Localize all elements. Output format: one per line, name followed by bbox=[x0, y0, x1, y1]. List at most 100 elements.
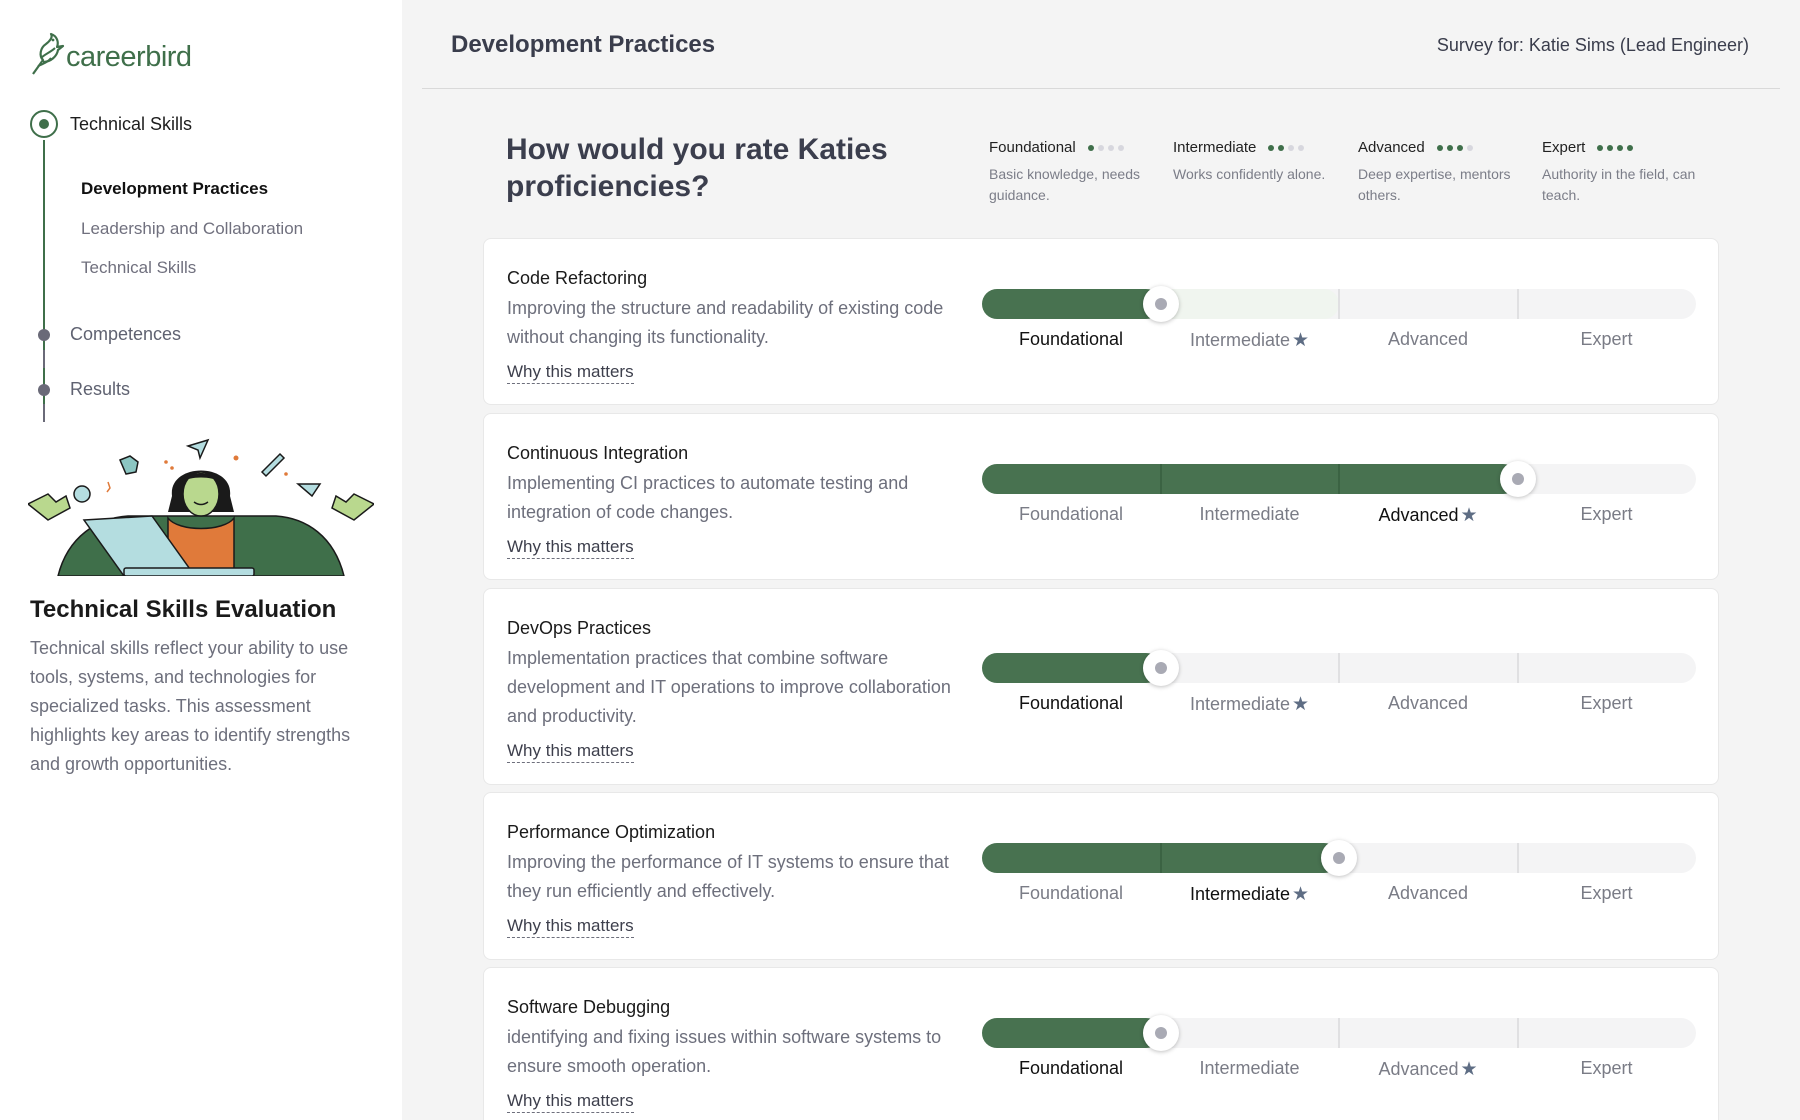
level-label: Foundational bbox=[1018, 693, 1124, 713]
level-option-advanced[interactable]: Advanced bbox=[1339, 329, 1517, 350]
header: Development Practices Survey for: Katie … bbox=[422, 0, 1780, 89]
level-label: Foundational bbox=[1018, 1058, 1124, 1078]
level-dots-icon bbox=[1436, 144, 1477, 151]
logo[interactable]: careerbird bbox=[29, 32, 192, 78]
level-option-intermediate[interactable]: Intermediate bbox=[1161, 1058, 1339, 1079]
level-option-foundational[interactable]: Foundational bbox=[982, 1058, 1160, 1079]
why-this-matters-link[interactable]: Why this matters bbox=[507, 740, 634, 763]
page-title: Development Practices bbox=[451, 31, 716, 58]
rating-fill bbox=[982, 289, 1161, 319]
rating-slider-track[interactable] bbox=[982, 286, 1696, 322]
why-this-matters-link[interactable]: Why this matters bbox=[507, 361, 634, 384]
slider-thumb[interactable] bbox=[1142, 1015, 1179, 1051]
level-divider bbox=[1516, 653, 1519, 683]
substep-development-practices[interactable]: Development Practices bbox=[81, 179, 269, 198]
level-labels: Foundational Intermediate ★ Advanced Expert bbox=[982, 329, 1696, 353]
legend-level: Advanced bbox=[1358, 139, 1425, 156]
substep-technical-skills[interactable]: Technical Skills bbox=[81, 258, 197, 277]
legend-advanced: Advanced Deep expertise, mentors others. bbox=[1358, 139, 1533, 206]
slider-thumb-dot bbox=[1154, 1027, 1167, 1039]
rating-fill bbox=[982, 1018, 1161, 1048]
level-label: Intermediate bbox=[1199, 1058, 1300, 1078]
skill-name: Continuous Integration bbox=[507, 443, 689, 463]
level-option-advanced[interactable]: Advanced bbox=[1339, 883, 1517, 904]
rating-slider-track[interactable] bbox=[982, 840, 1696, 876]
level-option-foundational[interactable]: Foundational bbox=[982, 329, 1160, 350]
legend-description: Authority in the field, can teach. bbox=[1542, 166, 1696, 203]
level-divider bbox=[1338, 464, 1340, 494]
level-option-foundational[interactable]: Foundational bbox=[982, 693, 1160, 714]
rating-slider-track[interactable] bbox=[982, 461, 1696, 497]
level-option-intermediate[interactable]: Intermediate bbox=[1161, 504, 1339, 525]
level-label: Advanced bbox=[1387, 883, 1469, 903]
level-option-intermediate[interactable]: Intermediate ★ bbox=[1161, 329, 1339, 352]
person-with-laptop-illustration bbox=[28, 438, 374, 576]
rating-slider-track[interactable] bbox=[982, 1015, 1696, 1051]
level-option-advanced[interactable]: Advanced bbox=[1339, 693, 1517, 714]
step-dot-icon bbox=[38, 383, 50, 396]
skill-card: Code Refactoring Improving the structure … bbox=[483, 238, 1719, 405]
level-labels: Foundational Intermediate Advanced ★ Expert bbox=[982, 1058, 1696, 1082]
slider-thumb[interactable] bbox=[1321, 840, 1357, 876]
skill-name: Software Debugging bbox=[507, 997, 671, 1017]
level-option-foundational[interactable]: Foundational bbox=[982, 504, 1160, 525]
level-option-expert[interactable]: Expert bbox=[1518, 504, 1696, 525]
why-this-matters-link[interactable]: Why this matters bbox=[507, 536, 634, 559]
why-this-matters-link[interactable]: Why this matters bbox=[507, 1090, 634, 1113]
level-label: Expert bbox=[1580, 693, 1633, 713]
level-divider bbox=[1338, 1018, 1340, 1048]
step-competences[interactable]: Competences bbox=[38, 324, 181, 345]
slider-thumb[interactable] bbox=[1142, 650, 1179, 686]
step-connector bbox=[43, 140, 45, 422]
level-dots-icon bbox=[1087, 144, 1128, 151]
rating-fill bbox=[982, 653, 1161, 683]
step-label: Competences bbox=[70, 324, 182, 344]
level-option-expert[interactable]: Expert bbox=[1518, 883, 1696, 904]
skill-description: identifying and fixing issues within sof… bbox=[507, 1027, 942, 1076]
level-option-expert[interactable]: Expert bbox=[1518, 693, 1696, 714]
legend-level: Foundational bbox=[989, 139, 1076, 156]
level-option-advanced[interactable]: Advanced ★ bbox=[1339, 504, 1517, 527]
level-option-intermediate[interactable]: Intermediate ★ bbox=[1161, 883, 1339, 906]
target-star-icon: ★ bbox=[1292, 694, 1310, 715]
level-label: Intermediate bbox=[1189, 694, 1290, 714]
substep-leadership-collaboration[interactable]: Leadership and Collaboration bbox=[81, 219, 304, 238]
rating-slider-track[interactable] bbox=[982, 650, 1696, 686]
skill-card: DevOps Practices Implementation practices… bbox=[483, 588, 1719, 785]
level-label: Advanced bbox=[1387, 693, 1469, 713]
step-technical-skills[interactable]: Technical Skills bbox=[30, 110, 192, 138]
legend-description: Basic knowledge, needs guidance. bbox=[989, 166, 1140, 203]
level-divider bbox=[1516, 289, 1519, 319]
slider-thumb-dot bbox=[1511, 473, 1524, 485]
level-label: Foundational bbox=[1018, 504, 1124, 524]
target-star-icon: ★ bbox=[1292, 330, 1310, 351]
rating-fill bbox=[982, 464, 1518, 494]
level-divider bbox=[1338, 289, 1340, 319]
level-option-intermediate[interactable]: Intermediate ★ bbox=[1161, 693, 1339, 716]
level-label: Advanced bbox=[1378, 1059, 1459, 1079]
level-dots-icon bbox=[1268, 144, 1308, 151]
level-divider bbox=[1159, 843, 1162, 873]
slider-thumb-dot bbox=[1154, 298, 1167, 310]
level-label: Expert bbox=[1580, 883, 1633, 903]
level-divider bbox=[1516, 1018, 1519, 1048]
skill-name: Performance Optimization bbox=[507, 822, 716, 842]
level-label: Foundational bbox=[1018, 883, 1124, 903]
section-title: Technical Skills Evaluation bbox=[30, 596, 337, 623]
level-option-advanced[interactable]: Advanced ★ bbox=[1339, 1058, 1517, 1081]
target-star-icon: ★ bbox=[1292, 884, 1310, 905]
step-label: Technical Skills bbox=[70, 113, 193, 134]
slider-thumb[interactable] bbox=[1142, 286, 1179, 322]
level-option-foundational[interactable]: Foundational bbox=[982, 883, 1160, 904]
level-label: Intermediate bbox=[1189, 884, 1290, 904]
legend-level: Intermediate bbox=[1173, 139, 1257, 156]
level-option-expert[interactable]: Expert bbox=[1518, 329, 1696, 350]
why-this-matters-link[interactable]: Why this matters bbox=[507, 915, 634, 938]
target-star-icon: ★ bbox=[1460, 1059, 1478, 1080]
slider-thumb[interactable] bbox=[1499, 461, 1536, 497]
logo-text: careerbird bbox=[66, 40, 192, 73]
skill-name: DevOps Practices bbox=[507, 618, 652, 638]
step-results[interactable]: Results bbox=[38, 379, 130, 400]
level-label: Advanced bbox=[1378, 505, 1459, 525]
level-option-expert[interactable]: Expert bbox=[1518, 1058, 1696, 1079]
